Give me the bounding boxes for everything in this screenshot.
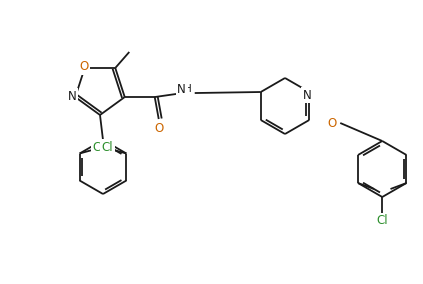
Text: N: N [303, 89, 312, 101]
Text: N: N [177, 83, 186, 95]
Text: Cl: Cl [102, 141, 113, 154]
Text: O: O [154, 122, 163, 135]
Text: O: O [328, 116, 337, 130]
Text: O: O [79, 60, 88, 74]
Text: Cl: Cl [93, 141, 104, 154]
Text: H: H [184, 84, 192, 94]
Text: N: N [68, 89, 77, 103]
Text: Cl: Cl [376, 214, 388, 227]
